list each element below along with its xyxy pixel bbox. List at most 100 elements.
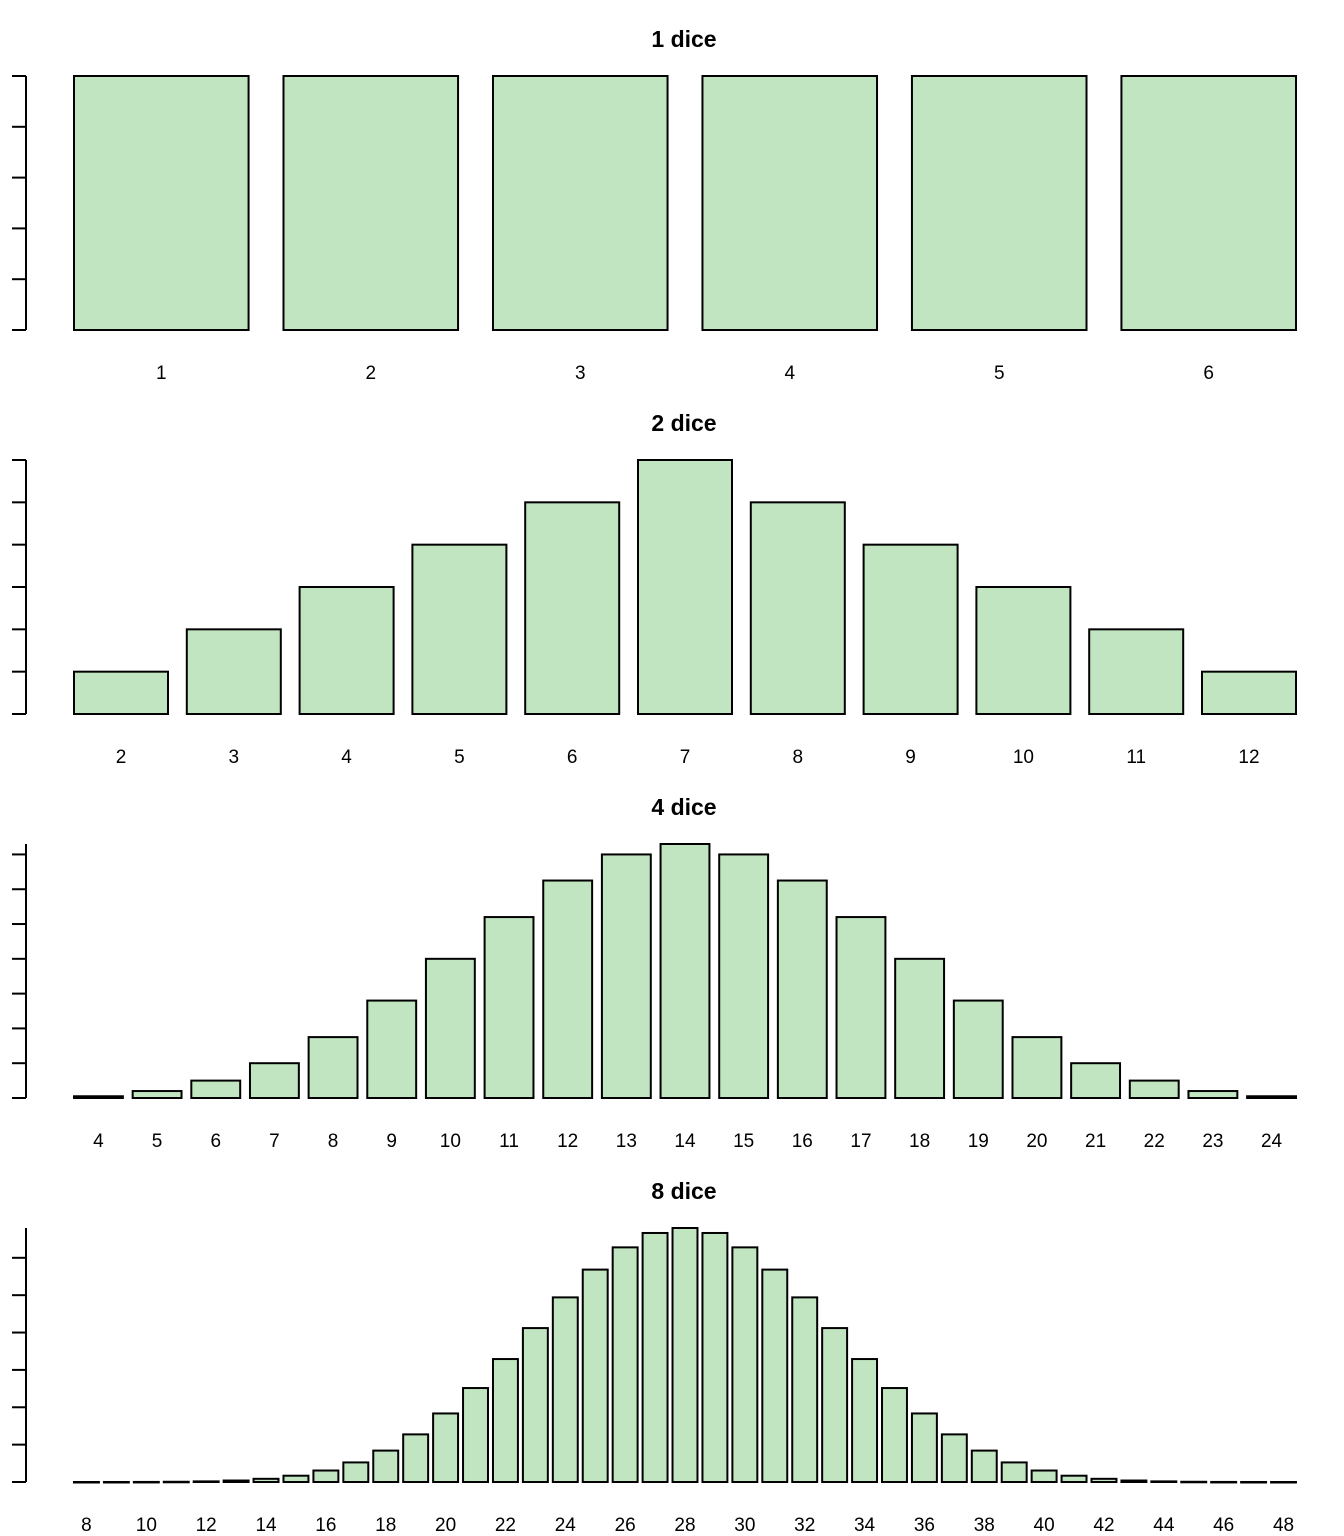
x-tick-label: 5 [994,363,1005,384]
x-tick-label: 10 [440,1131,461,1152]
bar-sum-30 [731,1246,759,1483]
x-tick-label: 2 [365,363,376,384]
bar-sum-10 [424,957,476,1099]
x-tick-label: 5 [454,747,465,768]
bar-sum-2 [282,75,460,331]
chart-panel-2-dice: 2 dice 2 3 4 5 6 7 8 9 10 11 12 [12,410,1297,768]
bar-sum-23 [1187,1090,1239,1100]
bar-sum-44 [1150,1480,1178,1483]
bar-sum-24 [551,1296,579,1484]
bar-sum-7 [637,459,733,715]
x-tick-label: 11 [1126,747,1146,768]
x-tick-label: 30 [734,1515,755,1536]
y-axis [12,844,27,1099]
chart-panel-1-dice: 1 dice 1 2 3 4 5 6 [12,26,1298,384]
bar-sum-16 [776,879,828,1099]
chart-title: 2 dice [651,410,716,436]
chart-panel-4-dice: 4 dice 4 5 6 7 8 9 10 11 12 13 14 15 16 17 18 19 20 21 22 23… [12,794,1297,1152]
bar-sum-47 [1240,1480,1268,1484]
x-tick-label: 18 [375,1515,396,1536]
x-tick-label: 16 [792,1131,813,1152]
bar-sum-13 [222,1479,250,1483]
x-tick-label: 20 [435,1515,456,1536]
x-tick-label: 3 [575,363,586,384]
x-tick-label: 24 [1261,1131,1283,1152]
x-tick-label: 10 [136,1515,157,1536]
x-tick-label: 4 [341,747,352,768]
chart-panel-8-dice: 8 dice 8 10 12 14 16 18 20 22 24 26 28 30 32 34 36 38 40 4… [12,1178,1298,1536]
x-tick-label: 19 [968,1131,989,1152]
bar-sum-27 [641,1231,669,1483]
bar-sum-25 [581,1268,609,1484]
bars [73,75,1298,331]
bar-sum-34 [851,1358,879,1483]
bar-sum-28 [671,1227,699,1483]
x-tick-label: 44 [1153,1515,1175,1536]
x-tick-label: 24 [555,1515,577,1536]
x-tick-label: 16 [315,1515,336,1536]
y-axis [12,1228,27,1483]
bar-sum-20 [1011,1036,1063,1100]
x-tick-label: 46 [1213,1515,1234,1536]
bar-sum-14 [252,1477,280,1483]
x-tick-label: 48 [1273,1515,1294,1536]
x-tick-label: 8 [328,1131,339,1152]
bar-sum-10 [132,1480,160,1484]
bar-sum-40 [1030,1469,1058,1484]
x-tick-label: 12 [1238,747,1259,768]
bar-sum-4 [73,1095,124,1099]
bar-sum-33 [821,1327,849,1484]
x-tick-label: 9 [905,747,916,768]
x-tick-label: 13 [616,1131,637,1152]
bar-sum-12 [542,879,594,1099]
bar-sum-15 [282,1474,310,1484]
y-axis [12,459,27,715]
bar-sum-11 [1088,628,1185,715]
bar-sum-8 [749,501,846,716]
bars [73,1227,1298,1484]
bar-sum-29 [701,1231,729,1483]
x-tick-label: 9 [386,1131,397,1152]
bar-sum-35 [881,1387,908,1483]
x-tick-label: 11 [499,1131,519,1152]
bar-sum-21 [1070,1062,1122,1099]
chart-title: 8 dice [651,1178,716,1204]
x-tick-label: 32 [794,1515,815,1536]
bar-sum-6 [524,501,621,716]
bar-sum-6 [1120,75,1298,331]
bar-sum-21 [462,1387,489,1483]
x-tick-label: 7 [680,747,691,768]
bar-sum-37 [940,1433,968,1484]
x-tick-label: 6 [567,747,578,768]
x-tick-label: 8 [793,747,804,768]
chart-title: 4 dice [651,794,716,820]
bar-sum-8 [73,1480,100,1484]
x-tick-label: 40 [1034,1515,1055,1536]
x-tick-label: 38 [974,1515,995,1536]
x-tick-label: 3 [229,747,240,768]
bar-sum-24 [1246,1095,1297,1099]
x-tick-label: 22 [495,1515,516,1536]
chart-title: 1 dice [651,26,716,52]
bar-sum-17 [835,916,887,1099]
bar-sum-1 [73,75,250,331]
bar-sum-45 [1180,1480,1208,1484]
bar-sum-12 [192,1480,220,1483]
bar-sum-22 [1128,1079,1180,1100]
bar-sum-10 [975,586,1072,715]
x-tick-label: 28 [674,1515,695,1536]
bar-sum-41 [1060,1474,1088,1484]
bar-sum-42 [1090,1477,1118,1483]
x-tick-label: 5 [152,1131,163,1152]
x-tick-label: 7 [269,1131,280,1152]
bar-sum-3 [491,75,669,331]
x-tick-label: 17 [850,1131,871,1152]
bar-sum-5 [131,1090,183,1100]
bar-sum-4 [298,586,395,715]
x-tick-label: 8 [81,1515,92,1536]
x-tick-label: 14 [255,1515,277,1536]
bar-sum-5 [910,75,1088,331]
bar-sum-2 [73,670,169,716]
x-tick-label: 21 [1085,1131,1106,1152]
